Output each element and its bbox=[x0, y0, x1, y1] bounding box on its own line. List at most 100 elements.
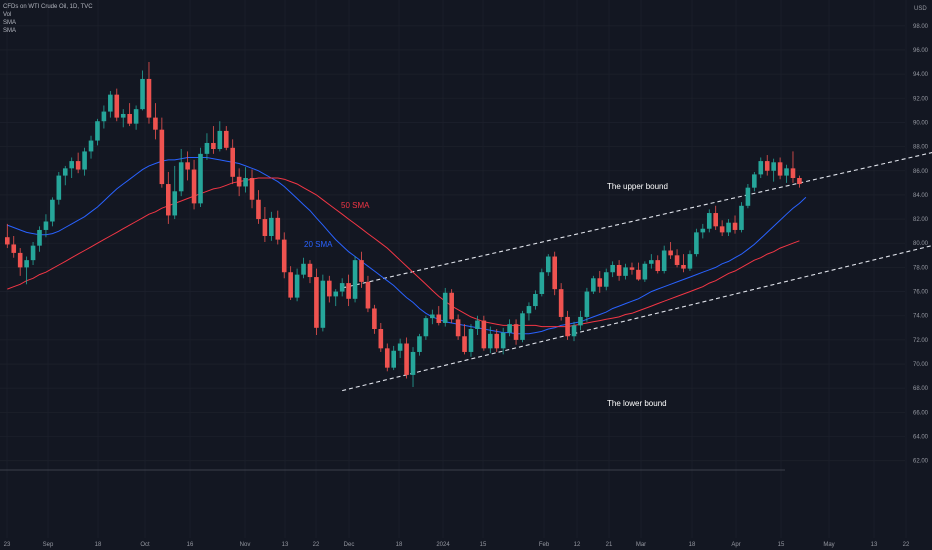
candle-body bbox=[108, 94, 113, 112]
candle-body bbox=[790, 168, 796, 179]
candle-body bbox=[636, 269, 641, 280]
y-tick-label: 80.00 bbox=[913, 241, 929, 247]
candle bbox=[101, 105, 107, 129]
candle-body bbox=[475, 320, 480, 330]
candle bbox=[571, 321, 577, 342]
candle bbox=[120, 109, 126, 128]
legend-item-vol[interactable]: Vol bbox=[3, 12, 12, 18]
candle-body bbox=[410, 351, 416, 375]
y-tick-label: 94.00 bbox=[913, 72, 929, 78]
candle-body bbox=[507, 324, 512, 333]
legend-item-sma[interactable]: SMA bbox=[3, 20, 17, 26]
candle-body bbox=[191, 169, 197, 204]
time-axis[interactable]: 23 Sep 18 Oct 16 Nov 13 22 Dec 18 2024 15 Feb 12 21 Mar… bbox=[4, 542, 910, 548]
candle-body bbox=[365, 281, 371, 309]
candle bbox=[288, 266, 293, 301]
candle bbox=[307, 260, 313, 284]
candle-body bbox=[5, 237, 10, 245]
price-channel[interactable] bbox=[342, 136, 932, 392]
candle bbox=[616, 260, 622, 281]
candle bbox=[249, 169, 255, 209]
candle bbox=[713, 205, 718, 230]
x-tick-label: 15 bbox=[480, 542, 487, 548]
candle bbox=[436, 306, 442, 326]
candle-body bbox=[674, 255, 680, 265]
candle bbox=[681, 254, 686, 273]
channel-lower-line[interactable] bbox=[342, 228, 932, 392]
annotation-20-sma: 20 SMA bbox=[304, 240, 333, 249]
candle bbox=[327, 275, 332, 303]
candle-body bbox=[307, 263, 313, 278]
candle bbox=[719, 220, 725, 236]
candle bbox=[526, 302, 532, 321]
candle bbox=[320, 274, 326, 332]
candle bbox=[565, 310, 570, 340]
y-tick-label: 70.00 bbox=[913, 362, 929, 368]
candle-body bbox=[82, 151, 87, 170]
candle bbox=[507, 319, 512, 337]
candle bbox=[674, 249, 680, 268]
candle bbox=[636, 262, 641, 281]
candle bbox=[159, 117, 165, 188]
candle bbox=[417, 333, 422, 356]
candle bbox=[82, 147, 87, 176]
x-tick-label: Apr bbox=[731, 542, 740, 548]
candle-body bbox=[275, 217, 281, 240]
candle bbox=[462, 324, 467, 355]
candle-body bbox=[771, 162, 776, 171]
y-tick-label: 88.00 bbox=[913, 145, 929, 151]
candle-body bbox=[777, 162, 783, 176]
candle bbox=[365, 275, 371, 313]
candle bbox=[706, 209, 712, 233]
candle-body bbox=[262, 219, 268, 236]
price-axis[interactable]: USD 98.00 96.00 94.00 92.00 90.00 88.00 86.00 8… bbox=[913, 6, 929, 465]
candle bbox=[603, 268, 609, 291]
candle-body bbox=[552, 256, 557, 290]
candle bbox=[475, 315, 480, 336]
candle-body bbox=[230, 147, 235, 177]
candle-body bbox=[739, 205, 744, 230]
candle bbox=[269, 211, 274, 241]
candle bbox=[346, 274, 351, 307]
candle-body bbox=[11, 244, 17, 253]
candle bbox=[56, 171, 62, 205]
candle bbox=[256, 190, 261, 224]
candle-body bbox=[610, 264, 615, 273]
candle-body bbox=[249, 178, 255, 200]
channel-upper-line[interactable] bbox=[342, 136, 932, 289]
candle bbox=[75, 152, 81, 174]
candle-body bbox=[346, 283, 351, 299]
legend-item-sma-2[interactable]: SMA bbox=[3, 28, 17, 34]
moving-averages bbox=[7, 157, 807, 335]
candle bbox=[597, 271, 603, 293]
candle-body bbox=[384, 348, 390, 368]
candle bbox=[236, 168, 242, 197]
candle bbox=[30, 242, 36, 265]
candle bbox=[24, 256, 29, 285]
candle bbox=[127, 103, 132, 127]
candle-body bbox=[352, 260, 358, 299]
candle-body bbox=[752, 174, 757, 188]
candle bbox=[449, 289, 454, 323]
y-tick-label: 90.00 bbox=[913, 120, 929, 126]
candle-body bbox=[269, 217, 274, 236]
candle bbox=[223, 126, 229, 151]
candle bbox=[378, 322, 384, 352]
candle bbox=[397, 338, 403, 358]
candle-body bbox=[198, 153, 203, 204]
candle bbox=[539, 268, 545, 297]
candle-body bbox=[378, 329, 384, 349]
candle-body bbox=[50, 199, 55, 222]
candle-body bbox=[649, 260, 654, 264]
legend-symbol[interactable]: CFDs on WTI Crude Oil, 1D, TVC bbox=[3, 4, 93, 10]
candle bbox=[95, 118, 100, 146]
candle bbox=[333, 289, 339, 307]
candle bbox=[423, 315, 429, 340]
candle-body bbox=[520, 313, 525, 340]
y-tick-label: 98.00 bbox=[913, 24, 929, 30]
candle bbox=[610, 261, 615, 278]
candle bbox=[481, 315, 487, 351]
candle-body bbox=[391, 350, 396, 368]
